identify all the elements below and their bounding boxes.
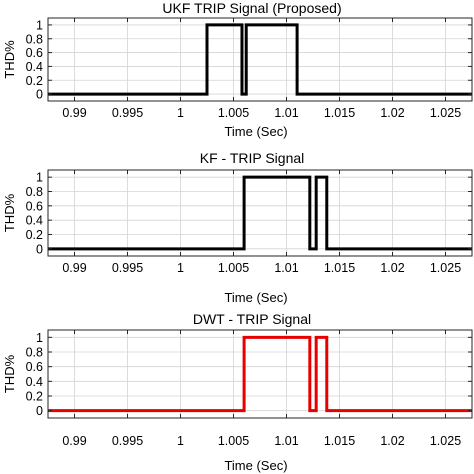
x-tick-label: 1.015 <box>324 261 355 275</box>
y-axis-label: THD% <box>2 354 17 393</box>
x-tick-label: 1.02 <box>380 106 404 120</box>
y-tick-label: 0.8 <box>26 32 43 46</box>
x-tick-label: 1.005 <box>218 106 249 120</box>
x-tick-label: 1.01 <box>274 106 298 120</box>
y-tick-label: 0.4 <box>26 60 43 74</box>
y-tick-label: 1 <box>36 18 43 32</box>
axes-frame <box>47 329 473 419</box>
y-tick-label: 0.8 <box>26 185 43 199</box>
x-tick-label: 1.01 <box>274 261 298 275</box>
x-tick-label: 1.015 <box>324 106 355 120</box>
x-axis-label: Time (Sec) <box>224 458 287 473</box>
y-tick-label: 0 <box>36 242 43 256</box>
x-tick-label: 0.99 <box>62 106 86 120</box>
x-tick-label: 1.005 <box>218 261 249 275</box>
x-tick-label: 0.99 <box>62 434 86 448</box>
y-tick-label: 0.6 <box>26 199 43 213</box>
y-tick-label: 1 <box>36 171 43 185</box>
chart-title: DWT - TRIP Signal <box>193 311 311 327</box>
y-tick-label: 0.4 <box>26 375 43 389</box>
x-tick-label: 1.015 <box>324 434 355 448</box>
x-tick-label: 0.995 <box>112 106 143 120</box>
y-tick-label: 1 <box>36 331 43 345</box>
y-tick-label: 0.2 <box>26 74 43 88</box>
y-tick-label: 0 <box>36 88 43 102</box>
y-tick-label: 0.8 <box>26 346 43 360</box>
chart-title: KF - TRIP Signal <box>200 150 305 166</box>
axes-frame <box>47 17 473 102</box>
y-tick-label: 0.2 <box>26 390 43 404</box>
x-tick-label: 0.995 <box>112 261 143 275</box>
x-axis-label: Time (Sec) <box>224 290 287 305</box>
y-axis-label: THD% <box>2 193 17 232</box>
y-tick-label: 0.4 <box>26 214 43 228</box>
plot-area <box>48 170 472 256</box>
chart-2: 0.99 0.995 1 1.005 1.01 1.015 1.02 1.025 00.20.4… <box>2 150 473 305</box>
x-axis-label: Time (Sec) <box>224 124 287 139</box>
x-tick-label: 1 <box>177 261 184 275</box>
y-tick-label: 0.2 <box>26 228 43 242</box>
series-line-1 <box>48 23 472 96</box>
x-tick-label: 1.025 <box>430 106 461 120</box>
x-tick-label: 1.025 <box>430 434 461 448</box>
chart-1: 0.99 0.995 1 1.005 1.01 1.015 1.02 1.025 00.20.4… <box>2 0 473 139</box>
x-tick-label: 1 <box>177 434 184 448</box>
plot-area <box>48 18 472 101</box>
x-tick-label: 0.995 <box>112 434 143 448</box>
y-axis-label: THD% <box>2 40 17 79</box>
x-tick-label: 0.99 <box>62 261 86 275</box>
x-tick-label: 1.025 <box>430 261 461 275</box>
y-tick-label: 0.6 <box>26 360 43 374</box>
plot-area <box>48 330 472 418</box>
chart-title: UKF TRIP Signal (Proposed) <box>162 0 341 16</box>
y-tick-label: 0 <box>36 404 43 418</box>
x-tick-label: 1.02 <box>380 261 404 275</box>
series-line-1 <box>48 175 472 251</box>
x-tick-label: 1.02 <box>380 434 404 448</box>
axes-frame <box>47 169 473 257</box>
x-tick-label: 1 <box>177 106 184 120</box>
y-tick-label: 0.6 <box>26 46 43 60</box>
chart-3: 0.99 0.995 1 1.005 1.01 1.015 1.02 1.025 00.20.4… <box>2 311 473 473</box>
series-line-1 <box>48 335 472 413</box>
x-tick-label: 1.01 <box>274 434 298 448</box>
x-tick-label: 1.005 <box>218 434 249 448</box>
